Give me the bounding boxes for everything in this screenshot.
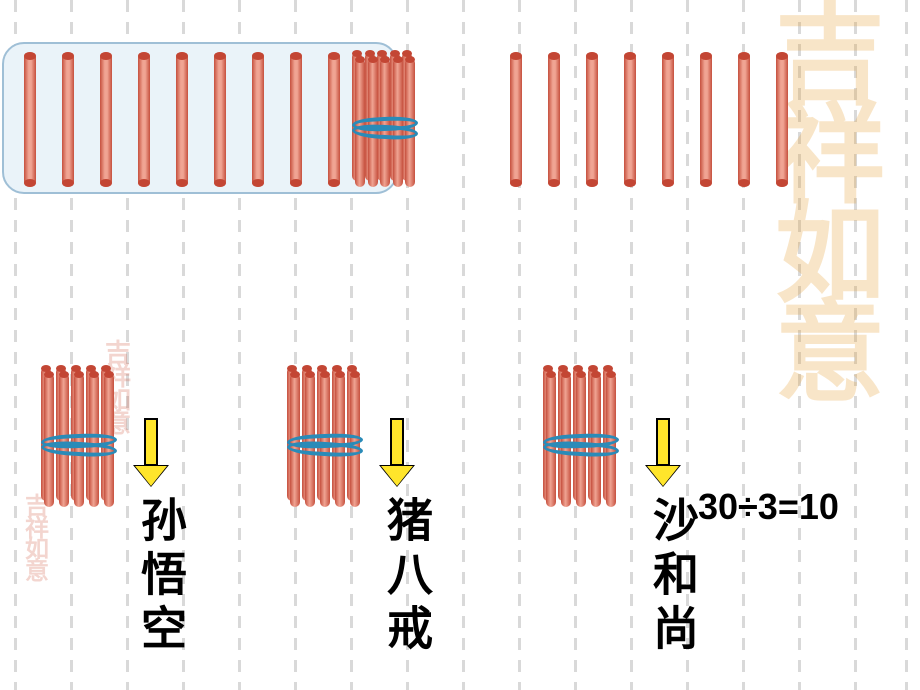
counting-stick — [586, 52, 598, 187]
counting-stick — [700, 52, 712, 187]
stick-bundle — [355, 52, 415, 187]
counting-stick — [776, 52, 788, 187]
character-name: 沙和尚 — [640, 496, 706, 658]
counting-stick — [62, 52, 74, 187]
counting-stick — [176, 52, 188, 187]
division-equation: 30÷3=10 — [698, 486, 839, 528]
character-name: 孙悟空 — [128, 496, 194, 658]
counting-stick — [662, 52, 674, 187]
counting-stick — [100, 52, 112, 187]
counting-stick — [624, 52, 636, 187]
counting-stick — [548, 52, 560, 187]
stick-bundle — [290, 367, 360, 507]
counting-stick — [252, 52, 264, 187]
stick-bundle — [546, 367, 616, 507]
counting-stick — [290, 52, 302, 187]
character-name: 猪八戒 — [374, 496, 440, 658]
counting-stick — [510, 52, 522, 187]
counting-stick — [738, 52, 750, 187]
down-arrow-icon — [135, 418, 167, 486]
counting-stick — [138, 52, 150, 187]
down-arrow-icon — [647, 418, 679, 486]
counting-stick — [328, 52, 340, 187]
down-arrow-icon — [381, 418, 413, 486]
counting-stick — [214, 52, 226, 187]
stick-bundle — [44, 367, 114, 507]
counting-stick — [24, 52, 36, 187]
